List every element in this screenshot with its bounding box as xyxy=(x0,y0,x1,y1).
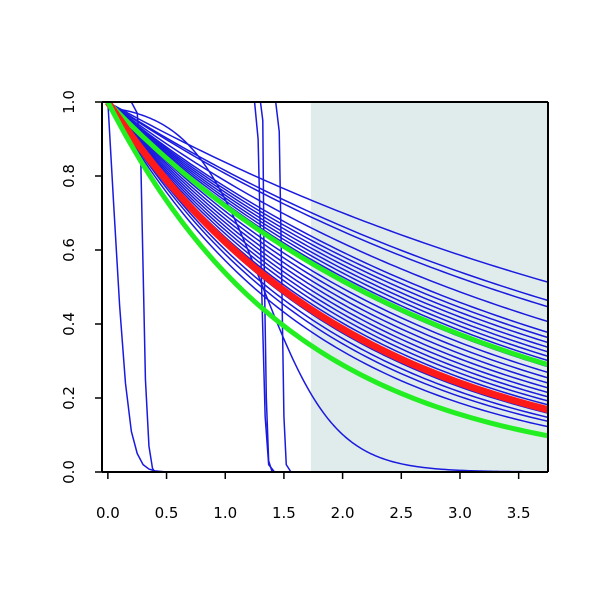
green-curve xyxy=(105,102,548,439)
x-tick-label: 1.0 xyxy=(213,504,237,522)
decay-curve xyxy=(107,102,548,398)
decay-curve xyxy=(107,102,548,323)
red-curve xyxy=(104,102,548,414)
x-tick-label: 3.0 xyxy=(448,504,472,522)
steep-curve xyxy=(107,102,548,472)
x-tick-label: 3.5 xyxy=(507,504,531,522)
y-tick-label: 0.8 xyxy=(60,164,78,188)
decay-curve xyxy=(107,102,548,344)
x-tick-label: 2.5 xyxy=(389,504,413,522)
steep-curve xyxy=(107,102,548,472)
decay-curve xyxy=(107,102,548,389)
shaded-region xyxy=(310,102,548,472)
decay-curve xyxy=(107,102,548,384)
decay-curve xyxy=(107,102,548,419)
decay-curve xyxy=(107,102,548,334)
y-tick-label: 1.0 xyxy=(60,90,78,114)
x-tick-label: 0.5 xyxy=(155,504,179,522)
decay-curve xyxy=(107,102,548,349)
decay-curve xyxy=(107,102,548,302)
y-tick-label: 0.2 xyxy=(60,386,78,410)
decay-curve xyxy=(107,102,548,358)
steep-curve xyxy=(107,102,548,472)
x-tick-label: 2.0 xyxy=(331,504,355,522)
decay-curve xyxy=(107,102,548,308)
curve-group xyxy=(104,102,548,472)
decay-curve xyxy=(107,102,548,428)
decay-curve xyxy=(107,102,548,374)
y-tick-label: 0.4 xyxy=(60,312,78,336)
x-tick-label: 0.0 xyxy=(96,504,120,522)
y-tick-label: 0.0 xyxy=(60,460,78,484)
sigmoid-curve xyxy=(107,106,547,472)
decay-curve xyxy=(107,102,548,283)
decay-curve xyxy=(107,102,548,353)
decay-curve xyxy=(107,102,548,423)
steep-curve xyxy=(107,102,548,472)
y-tick-label: 0.6 xyxy=(60,238,78,262)
decay-curve xyxy=(107,102,548,394)
decay-curve xyxy=(107,102,548,379)
axes: 0.0 0.5 1.0 1.5 2.0 2.5 3.0 3.5 0.0 0.2 0.4 0.6 0.8 1… xyxy=(60,90,549,522)
decay-curve xyxy=(107,102,548,339)
decay-curve xyxy=(107,102,548,402)
green-curve xyxy=(106,102,548,368)
x-tick-label: 1.5 xyxy=(272,504,296,522)
steep-curve xyxy=(107,102,548,472)
